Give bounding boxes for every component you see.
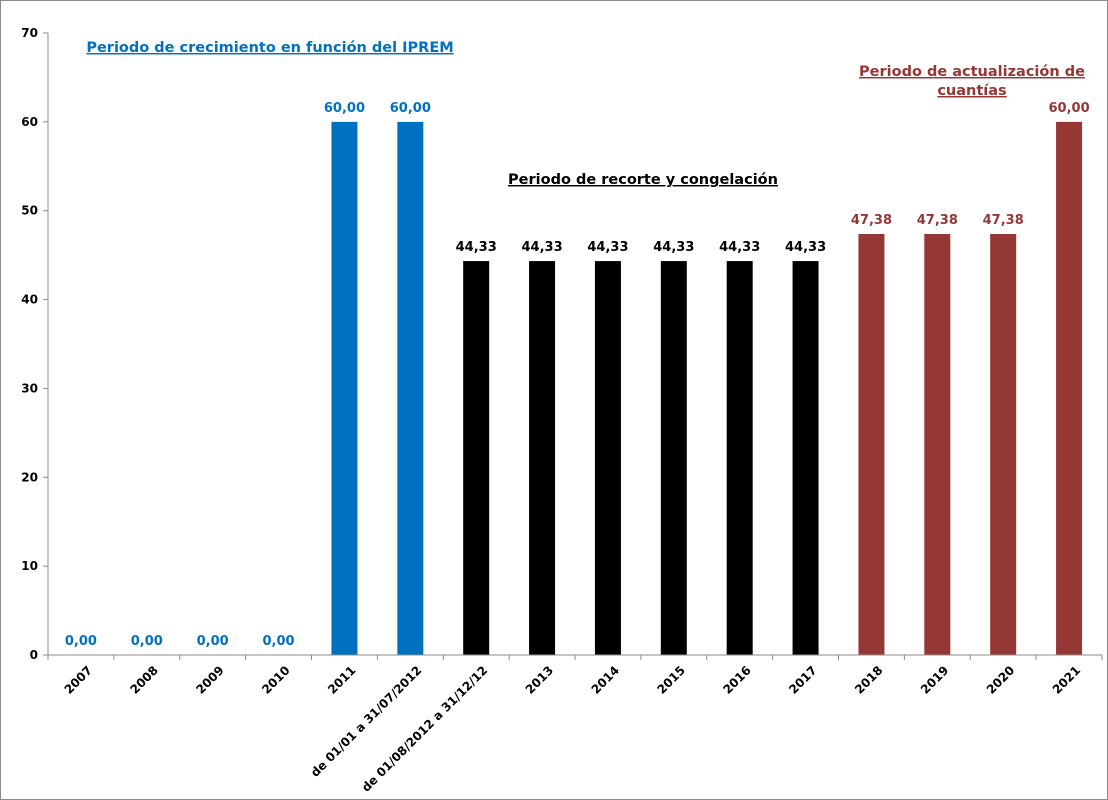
data-label: 44,33 (719, 240, 760, 255)
data-label: 0,00 (197, 634, 229, 649)
x-tick-label: de 01/01 a 31/07/2012 (308, 663, 424, 779)
bar (726, 261, 753, 655)
x-tick-label: 2018 (852, 663, 886, 697)
data-label: 60,00 (324, 101, 365, 116)
x-tick-label: 2019 (918, 663, 952, 697)
annotation-cut-freeze-period: Periodo de recorte y congelación (508, 172, 778, 188)
x-tick-label: 2011 (325, 663, 359, 697)
data-label: 47,38 (983, 213, 1024, 228)
x-tick-label: de 01/08/2012 a 31/12/12 (359, 663, 490, 794)
data-label: 0,00 (65, 634, 97, 649)
x-tick-label: 2021 (1050, 663, 1084, 697)
y-tick-label: 60 (21, 115, 38, 129)
bar (858, 233, 885, 655)
data-label: 47,38 (917, 213, 958, 228)
x-tick-label: 2010 (259, 663, 293, 697)
bar (529, 261, 556, 655)
data-label: 60,00 (390, 101, 431, 116)
x-tick-label: 2015 (654, 663, 688, 697)
x-tick-label: 2014 (589, 663, 623, 697)
data-label: 47,38 (851, 213, 892, 228)
data-label: 0,00 (263, 634, 295, 649)
data-label: 0,00 (131, 634, 163, 649)
x-tick-label: 2008 (127, 663, 161, 697)
bar (792, 261, 819, 655)
data-label: 44,33 (785, 240, 826, 255)
y-tick-label: 10 (21, 559, 38, 573)
x-tick-label: 2016 (720, 663, 754, 697)
data-label: 60,00 (1049, 101, 1090, 116)
data-label: 44,33 (522, 240, 563, 255)
y-tick-label: 40 (21, 293, 38, 307)
y-tick-label: 70 (21, 26, 38, 40)
y-tick-label: 30 (21, 381, 38, 395)
data-label: 44,33 (587, 240, 628, 255)
bar (594, 261, 621, 655)
data-label: 44,33 (456, 240, 497, 255)
x-tick-label: 2020 (984, 663, 1018, 697)
bar (397, 121, 424, 656)
x-tick-label: 2017 (786, 663, 820, 697)
bar (924, 233, 951, 655)
bar (990, 233, 1017, 655)
annotation-growth-period: Periodo de crecimiento en función del IP… (86, 40, 453, 56)
y-tick-label: 50 (21, 204, 38, 218)
data-label: 44,33 (653, 240, 694, 255)
bar (463, 261, 490, 655)
x-tick-label: 2007 (62, 663, 96, 697)
bar (331, 121, 358, 656)
bar (1056, 121, 1083, 656)
y-tick-label: 20 (21, 470, 38, 484)
x-tick-label: 2013 (523, 663, 557, 697)
x-tick-label: 2009 (193, 663, 227, 697)
y-tick-label: 0 (30, 648, 38, 662)
bar (660, 261, 687, 655)
annotation-update-period: Periodo de actualización de cuantías (859, 64, 1085, 99)
